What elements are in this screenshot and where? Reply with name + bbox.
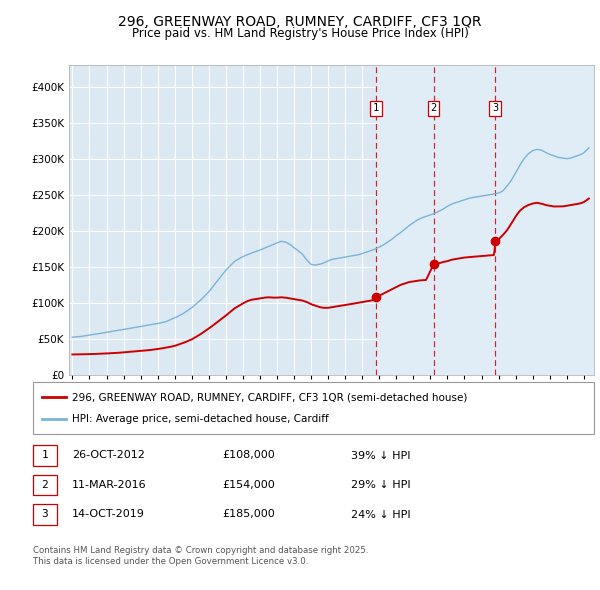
Text: HPI: Average price, semi-detached house, Cardiff: HPI: Average price, semi-detached house,… <box>72 414 329 424</box>
Text: £108,000: £108,000 <box>222 451 275 460</box>
Text: Contains HM Land Registry data © Crown copyright and database right 2025.: Contains HM Land Registry data © Crown c… <box>33 546 368 555</box>
Text: 2: 2 <box>430 103 437 113</box>
Text: 3: 3 <box>492 103 498 113</box>
Text: £154,000: £154,000 <box>222 480 275 490</box>
Text: 14-OCT-2019: 14-OCT-2019 <box>72 510 145 519</box>
Text: 39% ↓ HPI: 39% ↓ HPI <box>351 451 410 460</box>
Bar <box>376 65 594 375</box>
Text: 24% ↓ HPI: 24% ↓ HPI <box>351 510 410 519</box>
Text: This data is licensed under the Open Government Licence v3.0.: This data is licensed under the Open Gov… <box>33 557 308 566</box>
Text: 296, GREENWAY ROAD, RUMNEY, CARDIFF, CF3 1QR: 296, GREENWAY ROAD, RUMNEY, CARDIFF, CF3… <box>118 15 482 29</box>
Text: 1: 1 <box>41 451 49 460</box>
Text: 29% ↓ HPI: 29% ↓ HPI <box>351 480 410 490</box>
Text: 1: 1 <box>373 103 379 113</box>
Text: £185,000: £185,000 <box>222 510 275 519</box>
Text: 3: 3 <box>41 510 49 519</box>
Text: 296, GREENWAY ROAD, RUMNEY, CARDIFF, CF3 1QR (semi-detached house): 296, GREENWAY ROAD, RUMNEY, CARDIFF, CF3… <box>72 392 467 402</box>
Text: 2: 2 <box>41 480 49 490</box>
Text: 11-MAR-2016: 11-MAR-2016 <box>72 480 146 490</box>
Text: 26-OCT-2012: 26-OCT-2012 <box>72 451 145 460</box>
Text: Price paid vs. HM Land Registry's House Price Index (HPI): Price paid vs. HM Land Registry's House … <box>131 27 469 40</box>
